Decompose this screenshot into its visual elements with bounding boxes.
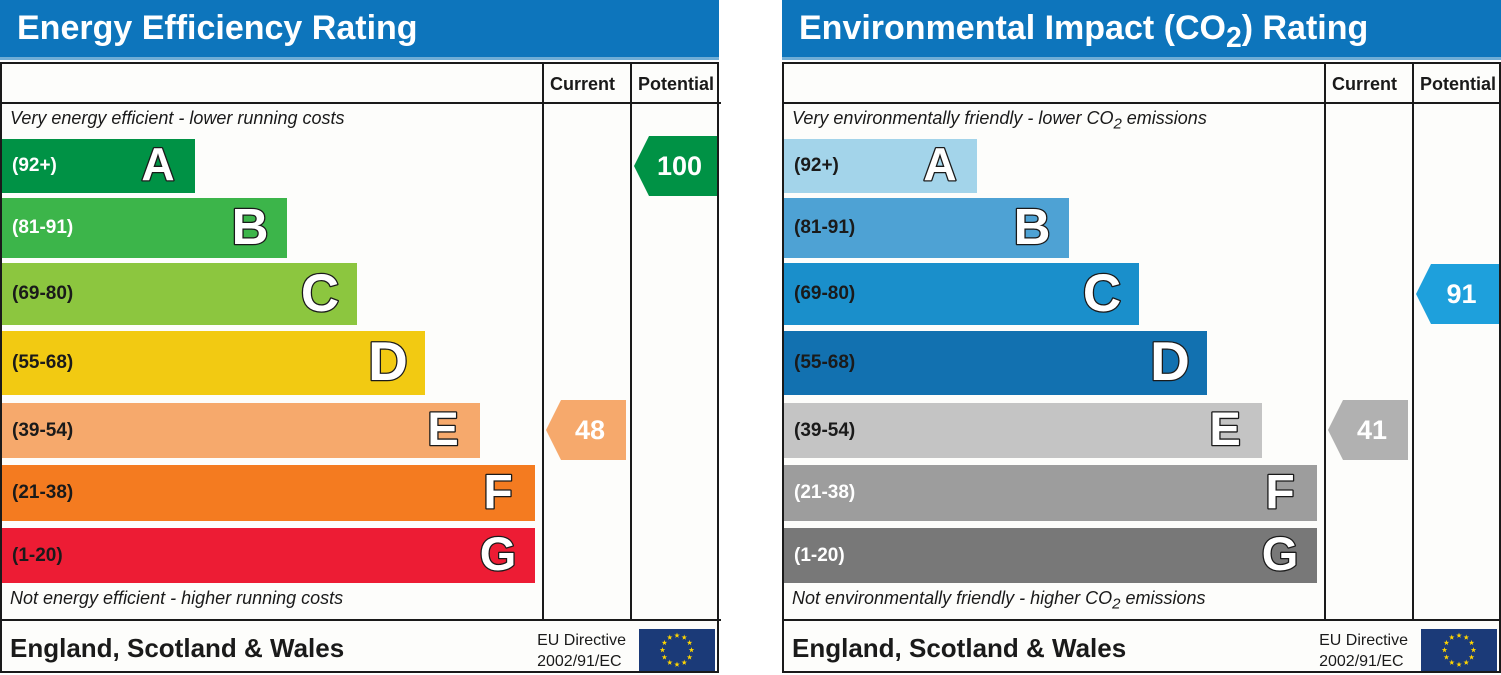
svg-text:C: C (301, 264, 339, 323)
svg-text:F: F (483, 466, 512, 519)
svg-text:C: C (1083, 264, 1121, 323)
svg-text:A: A (141, 139, 174, 190)
svg-text:B: B (1014, 198, 1051, 255)
svg-text:E: E (1209, 403, 1240, 455)
svg-text:D: D (368, 331, 408, 392)
svg-text:G: G (1262, 528, 1299, 580)
svg-text:G: G (480, 528, 517, 580)
svg-text:D: D (1150, 331, 1190, 392)
svg-text:F: F (1265, 466, 1294, 519)
svg-text:E: E (427, 403, 458, 455)
svg-text:A: A (923, 139, 956, 190)
svg-text:B: B (232, 198, 269, 255)
